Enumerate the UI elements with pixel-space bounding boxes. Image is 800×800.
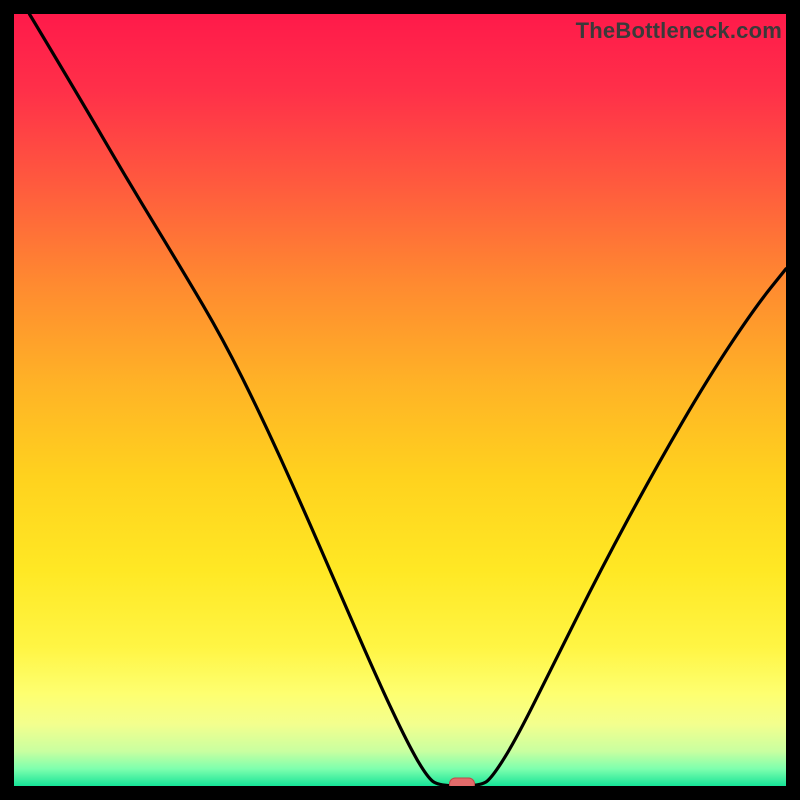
chart-frame: TheBottleneck.com (0, 0, 800, 800)
frame-border-left (0, 0, 14, 800)
frame-border-right (786, 0, 800, 800)
bottleneck-curve (14, 14, 786, 786)
frame-border-top (0, 0, 800, 14)
frame-border-bottom (0, 786, 800, 800)
watermark-text: TheBottleneck.com (576, 18, 782, 44)
curve-path (29, 14, 786, 786)
plot-area (14, 14, 786, 786)
